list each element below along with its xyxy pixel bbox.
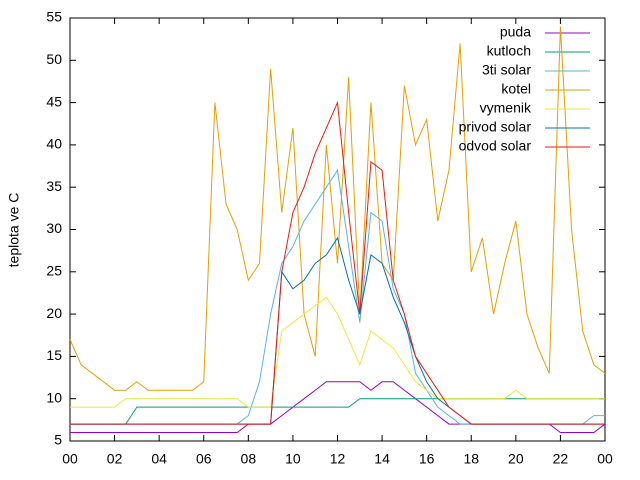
x-tick-label: 10 [285, 451, 301, 467]
x-tick-label: 04 [151, 451, 167, 467]
x-tick-label: 20 [508, 451, 524, 467]
legend-label: kotel [501, 81, 531, 97]
x-tick-label: 00 [597, 451, 613, 467]
y-axis-label: teplota ve C [6, 193, 22, 268]
x-tick-label: 18 [463, 451, 479, 467]
series-line [70, 236, 605, 425]
plot-frame [69, 17, 606, 442]
y-tick-label: 50 [46, 51, 62, 67]
y-tick-label: 55 [46, 9, 62, 25]
y-tick-label: 35 [46, 178, 62, 194]
y-tick-label: 20 [46, 305, 62, 321]
y-tick-label: 45 [46, 93, 62, 109]
y-tick-label: 15 [46, 347, 62, 363]
x-tick-label: 14 [374, 451, 390, 467]
x-tick-label: 02 [107, 451, 123, 467]
legend-label: kutloch [487, 43, 531, 59]
x-tick-label: 00 [62, 451, 78, 467]
series-line [70, 296, 605, 408]
x-tick-label: 22 [553, 451, 569, 467]
legend-label: 3ti solar [482, 62, 531, 78]
y-tick-label: 5 [54, 432, 62, 448]
series-line [70, 398, 605, 425]
legend-label: vymenik [480, 100, 532, 116]
x-tick-label: 16 [419, 451, 435, 467]
x-tick-label: 08 [241, 451, 257, 467]
x-tick-label: 06 [196, 451, 212, 467]
y-tick-label: 40 [46, 136, 62, 152]
x-tick-label: 12 [330, 451, 346, 467]
y-tick-label: 10 [46, 389, 62, 405]
legend-label: odvod solar [459, 138, 532, 154]
legend-label: puda [500, 24, 531, 40]
y-tick-label: 30 [46, 220, 62, 236]
legend-label: privod solar [459, 119, 532, 135]
series-line [70, 100, 605, 425]
y-tick-label: 25 [46, 263, 62, 279]
series-line [69, 26, 606, 391]
